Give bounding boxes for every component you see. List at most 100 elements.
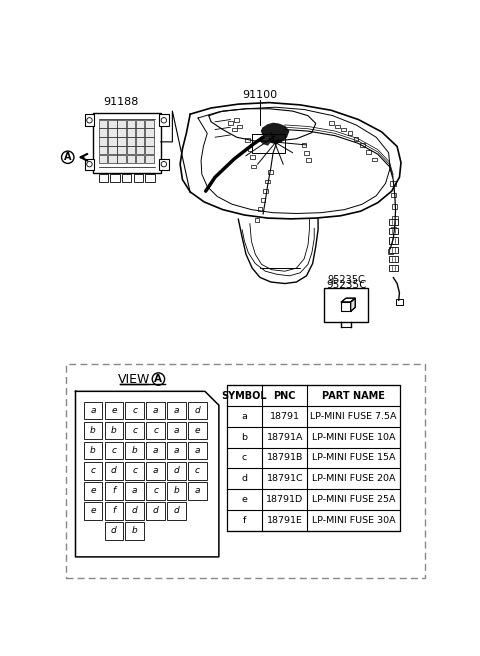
- Bar: [188, 482, 207, 499]
- Text: b: b: [90, 426, 96, 435]
- Bar: [188, 441, 207, 459]
- Text: e: e: [195, 426, 200, 435]
- Bar: [366, 150, 371, 154]
- Text: 18791: 18791: [270, 412, 300, 421]
- Bar: [348, 131, 352, 135]
- Bar: [168, 482, 186, 499]
- Bar: [146, 401, 165, 419]
- Polygon shape: [75, 392, 219, 557]
- Text: a: a: [153, 466, 158, 475]
- Bar: [391, 228, 396, 232]
- Text: d: d: [153, 506, 158, 515]
- Text: b: b: [132, 446, 138, 455]
- Bar: [250, 155, 254, 159]
- Polygon shape: [350, 298, 355, 311]
- Text: PART NAME: PART NAME: [322, 390, 385, 401]
- Bar: [354, 137, 359, 140]
- Bar: [84, 482, 102, 499]
- Bar: [168, 462, 186, 480]
- Bar: [265, 180, 270, 184]
- Bar: [105, 422, 123, 440]
- Text: a: a: [153, 446, 158, 455]
- Bar: [329, 121, 334, 125]
- Bar: [85, 114, 94, 127]
- Bar: [159, 159, 168, 170]
- Bar: [258, 207, 262, 211]
- Text: c: c: [90, 466, 96, 475]
- Bar: [168, 422, 186, 440]
- Bar: [125, 522, 144, 540]
- Text: d: d: [132, 506, 138, 515]
- Text: a: a: [174, 426, 180, 435]
- Text: 18791C: 18791C: [266, 474, 303, 483]
- Text: b: b: [111, 426, 117, 435]
- Bar: [324, 288, 369, 322]
- Bar: [393, 216, 398, 220]
- Text: A: A: [155, 374, 162, 384]
- Text: SYMBOL: SYMBOL: [222, 390, 267, 401]
- Bar: [110, 174, 120, 182]
- Text: d: d: [111, 526, 117, 535]
- Bar: [302, 143, 306, 147]
- Bar: [127, 129, 135, 136]
- Bar: [125, 502, 144, 520]
- Bar: [99, 155, 107, 163]
- Bar: [254, 218, 259, 222]
- Text: 95235C: 95235C: [326, 280, 367, 290]
- Text: e: e: [90, 486, 96, 495]
- Bar: [159, 114, 168, 127]
- Text: a: a: [132, 486, 138, 495]
- Bar: [261, 198, 265, 202]
- Bar: [84, 422, 102, 440]
- Bar: [117, 146, 126, 154]
- Bar: [127, 137, 135, 146]
- Bar: [304, 151, 309, 155]
- Text: d: d: [195, 406, 201, 415]
- Bar: [108, 146, 117, 154]
- Text: A: A: [64, 152, 72, 162]
- Text: d: d: [174, 466, 180, 475]
- Bar: [145, 119, 154, 128]
- Bar: [108, 119, 117, 128]
- Bar: [117, 119, 126, 128]
- Bar: [145, 174, 155, 182]
- Text: a: a: [241, 412, 247, 421]
- Bar: [105, 462, 123, 480]
- Bar: [228, 121, 233, 125]
- Bar: [99, 137, 107, 146]
- Bar: [136, 119, 144, 128]
- Text: VIEW: VIEW: [118, 373, 150, 386]
- Bar: [84, 462, 102, 480]
- Bar: [306, 158, 311, 162]
- Text: a: a: [153, 406, 158, 415]
- Bar: [268, 171, 273, 174]
- Bar: [168, 441, 186, 459]
- Bar: [136, 155, 144, 163]
- Bar: [145, 129, 154, 136]
- Text: PNC: PNC: [274, 390, 296, 401]
- Bar: [188, 401, 207, 419]
- Bar: [108, 155, 117, 163]
- Text: c: c: [132, 406, 137, 415]
- Bar: [105, 522, 123, 540]
- Bar: [105, 502, 123, 520]
- Bar: [146, 422, 165, 440]
- Text: b: b: [174, 486, 180, 495]
- Text: e: e: [241, 495, 247, 504]
- Text: 18791B: 18791B: [266, 453, 303, 462]
- Bar: [108, 137, 117, 146]
- Text: 18791D: 18791D: [266, 495, 303, 504]
- Bar: [252, 165, 256, 169]
- Text: a: a: [195, 446, 200, 455]
- Text: f: f: [243, 516, 246, 525]
- Bar: [188, 462, 207, 480]
- Bar: [127, 146, 135, 154]
- Text: b: b: [90, 446, 96, 455]
- Bar: [168, 502, 186, 520]
- Text: LP-MINI FUSE 7.5A: LP-MINI FUSE 7.5A: [311, 412, 397, 421]
- Bar: [335, 125, 340, 129]
- Text: c: c: [242, 453, 247, 462]
- Bar: [145, 146, 154, 154]
- Bar: [389, 237, 398, 243]
- Bar: [105, 401, 123, 419]
